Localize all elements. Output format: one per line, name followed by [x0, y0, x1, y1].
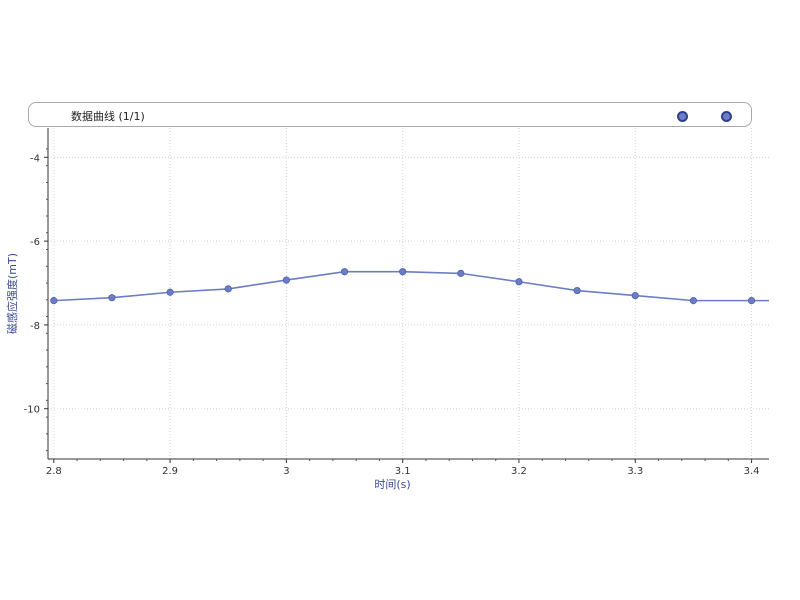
data-point[interactable] [399, 268, 407, 276]
data-point[interactable] [573, 286, 581, 295]
legend-panel: 数据曲线 (1/1) [28, 102, 752, 127]
series-line [53, 270, 769, 302]
data-point[interactable] [515, 278, 523, 286]
y-tick-label: -10 [24, 405, 40, 416]
data-point[interactable] [50, 297, 58, 305]
legend-title: 数据曲线 (1/1) [71, 110, 145, 123]
y-tick-label: -6 [30, 237, 40, 248]
y-axis-title: 磁感应强度(mT) [5, 253, 19, 334]
data-point[interactable] [282, 276, 290, 284]
data-point[interactable] [631, 291, 639, 300]
x-tick-label: 3.4 [744, 466, 760, 477]
x-tick-label: 3.2 [511, 466, 527, 477]
x-tick-label: 2.8 [46, 466, 62, 477]
data-point[interactable] [340, 268, 349, 276]
data-point[interactable] [747, 297, 756, 305]
y-tick-label: -8 [30, 321, 40, 332]
legend-marker-icon[interactable] [721, 111, 732, 122]
legend-marker-icon[interactable] [677, 111, 688, 122]
data-point[interactable] [689, 297, 698, 305]
x-tick-label: 3 [283, 466, 289, 477]
x-axis-title: 时间(s) [374, 478, 410, 491]
data-point[interactable] [457, 269, 465, 277]
x-tick-label: 2.9 [162, 466, 178, 477]
x-tick-label: 3.1 [395, 466, 411, 477]
data-point[interactable] [166, 288, 174, 296]
y-tick-label: -4 [30, 153, 40, 164]
data-point[interactable] [108, 294, 116, 302]
data-point[interactable] [224, 285, 232, 293]
x-tick-label: 3.3 [627, 466, 643, 477]
